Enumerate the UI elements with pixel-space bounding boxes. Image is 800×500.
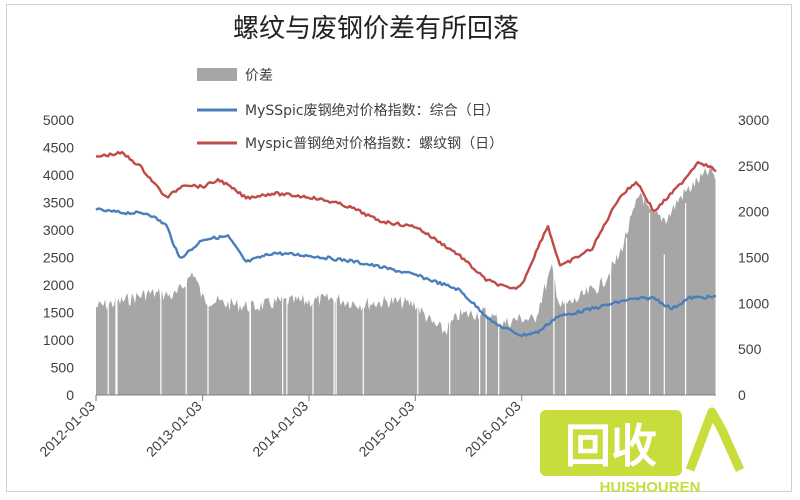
chart-title: 螺纹与废钢价差有所回落 [233,14,519,44]
legend-label-spread: 价差 [245,68,273,84]
y-left-tick-label: 1500 [43,305,74,321]
y-right-tick-label: 2500 [738,158,769,174]
series-spread-area [96,163,716,395]
y-right-tick-label: 1500 [738,250,769,266]
legend-swatch-spread [197,68,237,81]
y-left-tick-label: 2000 [43,277,74,293]
watermark-main-text: 回收 [565,419,657,473]
y-right-tick-label: 2000 [738,204,769,220]
x-tick-label: 2013-01-03 [143,398,205,460]
y-left-tick-label: 2500 [43,250,74,266]
y-left-tick-label: 4500 [43,140,74,156]
y-left-tick-label: 3500 [43,195,74,211]
y-right-tick-label: 0 [738,387,746,403]
legend-label-scrap: MySSpic废钢绝对价格指数：综合（日） [245,103,500,119]
plot-area [95,150,717,395]
y-left-tick-label: 5000 [43,112,74,128]
watermark-sub-text: HUISHOUREN [600,479,701,496]
y-left-tick-label: 1000 [43,332,74,348]
y-left-tick-label: 3000 [43,222,74,238]
watermark-box [540,410,682,476]
y-left-tick-label: 0 [66,387,74,403]
legend-label-rebar: Myspic普钢绝对价格指数：螺纹钢（日） [245,136,503,152]
y-left-tick-label: 4000 [43,167,74,183]
y-right-tick-label: 500 [738,341,762,357]
chart-frame [6,4,792,492]
x-tick-label: 2016-01-03 [462,398,524,460]
series-scrap-line [95,207,717,338]
x-tick-label: 2012-01-03 [36,398,98,460]
y-right-tick-label: 3000 [738,112,769,128]
watermark-logo: 回收 HUISHOUREN [540,407,745,496]
legend: 价差 MySSpic废钢绝对价格指数：综合（日） Myspic普钢绝对价格指数：… [197,68,503,152]
x-tick-label: 2015-01-03 [355,398,417,460]
series-rebar-line [95,150,717,290]
y-right-tick-label: 1000 [738,295,769,311]
y-left-tick-label: 500 [51,360,75,376]
watermark-tick-icon [685,407,745,472]
x-tick-label: 2014-01-03 [249,398,311,460]
